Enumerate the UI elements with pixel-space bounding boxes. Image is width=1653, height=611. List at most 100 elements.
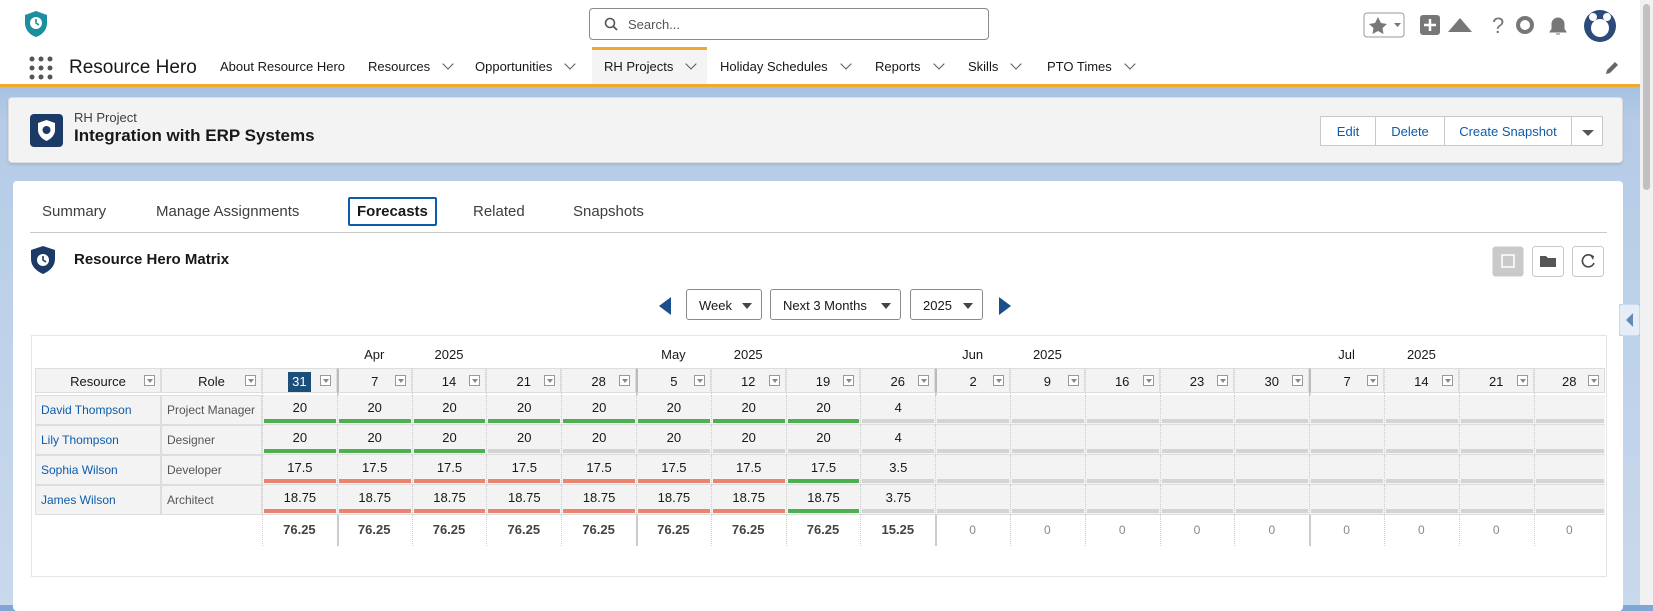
edit-nav-icon[interactable] — [1604, 60, 1620, 76]
notifications-icon[interactable] — [1549, 17, 1567, 35]
month-label: Jul — [1338, 347, 1355, 362]
scrollbar[interactable] — [1640, 0, 1653, 605]
nav-item[interactable]: About Resource Hero — [208, 47, 357, 84]
nav-label[interactable]: PTO Times — [1047, 59, 1112, 74]
resource-link[interactable]: Sophia Wilson — [35, 455, 161, 485]
search-box[interactable]: Search... — [589, 8, 989, 40]
forecast-cell: 4 — [860, 425, 936, 455]
org-logo[interactable] — [24, 10, 48, 38]
resource-link[interactable]: James Wilson — [35, 485, 161, 515]
nav-item[interactable]: Opportunities — [463, 47, 586, 84]
matrix-icon — [31, 246, 55, 274]
setup-icon[interactable] — [1516, 16, 1534, 34]
nav-chevron[interactable] — [840, 58, 852, 70]
week-filter[interactable] — [1142, 375, 1154, 386]
week-label: 28 — [1562, 374, 1577, 389]
nav-chevron[interactable] — [442, 58, 454, 70]
week-label: 9 — [1043, 374, 1052, 389]
action-button[interactable]: Delete — [1375, 116, 1445, 146]
week-filter[interactable] — [469, 375, 481, 386]
prev-arrow[interactable] — [658, 297, 672, 315]
select-value[interactable]: Week — [699, 298, 732, 313]
week-filter[interactable] — [319, 375, 331, 386]
week-filter[interactable] — [693, 375, 705, 386]
tab[interactable]: Forecasts — [348, 197, 437, 226]
nav-item[interactable]: Resources — [356, 47, 464, 84]
nav-label[interactable]: Resources — [368, 59, 431, 74]
week-label: 16 — [1114, 374, 1130, 389]
status-bar — [1161, 419, 1234, 423]
nav-label[interactable]: Opportunities — [475, 59, 553, 74]
week-filter[interactable] — [1067, 375, 1079, 386]
period-select[interactable]: Next 3 Months — [770, 289, 901, 320]
nav-item[interactable]: Reports — [863, 47, 955, 84]
side-panel-toggle[interactable] — [1619, 304, 1640, 336]
tab[interactable]: Snapshots — [573, 203, 644, 220]
tab[interactable]: Related — [473, 203, 525, 220]
open-button[interactable] — [1532, 246, 1564, 277]
next-arrow[interactable] — [998, 297, 1012, 315]
column-filter[interactable] — [144, 375, 155, 386]
tab[interactable]: Manage Assignments — [156, 203, 300, 220]
week-filter[interactable] — [618, 375, 630, 386]
favorites[interactable] — [1363, 12, 1405, 38]
week-filter[interactable] — [918, 375, 930, 386]
forecast-cell — [1084, 455, 1160, 485]
refresh-button[interactable] — [1572, 246, 1604, 277]
forecast-cell — [1084, 425, 1160, 455]
tab[interactable]: Summary — [42, 203, 107, 220]
search-icon — [604, 17, 618, 31]
trailhead-icon[interactable] — [1448, 18, 1472, 32]
nav-chevron[interactable] — [1124, 58, 1136, 70]
week-filter[interactable] — [768, 375, 780, 386]
year-label: 2025 — [1406, 347, 1436, 362]
nav-chevron[interactable] — [932, 58, 945, 70]
nav-item[interactable]: Skills — [956, 47, 1032, 84]
select-value[interactable]: Next 3 Months — [783, 298, 867, 313]
week-filter[interactable] — [1217, 375, 1229, 386]
column-header-text: Resource — [70, 374, 126, 389]
status-bar — [338, 509, 411, 513]
forecast-cell: 18.75 — [785, 485, 861, 515]
select-value[interactable]: 2025 — [923, 298, 952, 313]
forecast-value: 20 — [292, 400, 308, 415]
week-filter[interactable] — [843, 375, 855, 386]
save-button[interactable] — [1492, 246, 1524, 277]
actions-menu[interactable] — [1571, 116, 1603, 146]
action-button[interactable]: Create Snapshot — [1444, 116, 1572, 146]
status-bar — [413, 509, 486, 513]
forecast-cell — [1010, 485, 1085, 515]
column-filter[interactable] — [245, 375, 256, 386]
help-icon[interactable]: ? — [1492, 13, 1504, 38]
week-header: 7 — [336, 368, 412, 393]
week-filter[interactable] — [394, 375, 406, 386]
forecast-cell: 20 — [336, 395, 412, 425]
period-select[interactable]: Week — [686, 289, 762, 320]
week-filter[interactable] — [1441, 375, 1453, 386]
nav-chevron[interactable] — [564, 58, 576, 70]
week-filter[interactable] — [1587, 375, 1599, 386]
total: 0 — [1343, 523, 1350, 537]
nav-item[interactable]: RH Projects — [592, 47, 708, 84]
period-select[interactable]: 2025 — [910, 289, 983, 320]
nav-label[interactable]: RH Projects — [604, 59, 674, 74]
forecast-value: 17.5 — [362, 460, 388, 475]
nav-label[interactable]: Reports — [875, 59, 921, 74]
nav-label[interactable]: Holiday Schedules — [720, 59, 828, 74]
nav-label[interactable]: Skills — [968, 59, 999, 74]
action-button[interactable]: Edit — [1320, 116, 1376, 146]
resource-link[interactable]: Lily Thompson — [35, 425, 161, 455]
nav-item[interactable]: PTO Times — [1035, 47, 1146, 84]
week-filter[interactable] — [1516, 375, 1528, 386]
nav-chevron[interactable] — [1010, 58, 1023, 70]
nav-item[interactable]: Holiday Schedules — [708, 47, 862, 84]
week-filter[interactable] — [1366, 375, 1378, 386]
week-filter[interactable] — [992, 375, 1004, 386]
resource-link[interactable]: David Thompson — [35, 395, 161, 425]
week-filter[interactable] — [1292, 375, 1304, 386]
app-launcher[interactable] — [29, 56, 53, 80]
nav-label[interactable]: About Resource Hero — [220, 59, 346, 74]
nav-chevron[interactable] — [685, 58, 698, 70]
week-filter[interactable] — [544, 375, 556, 386]
status-bar — [1012, 419, 1084, 423]
